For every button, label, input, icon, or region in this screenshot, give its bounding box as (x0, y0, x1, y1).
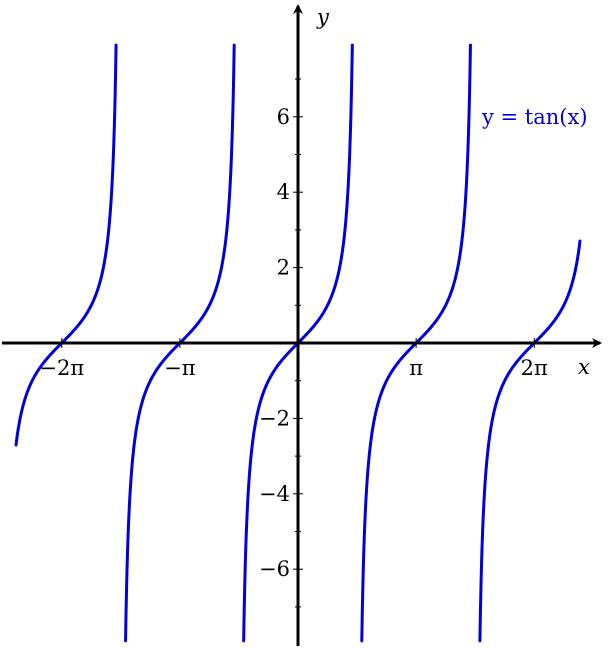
x-tick-label: π (409, 356, 423, 380)
x-tick-label: 2π (521, 356, 548, 380)
tan-branch-line (478, 239, 582, 643)
x-ticks: −2π −π π 2π (39, 338, 548, 380)
y-tick-label: 4 (277, 180, 290, 204)
y-tick-label: −6 (259, 557, 290, 581)
y-axis-label: y (316, 5, 330, 29)
y-ticks: −6 −4 −2 2 4 6 (259, 78, 303, 608)
y-tick-label: −2 (259, 406, 290, 430)
y-tick-label: −4 (259, 482, 290, 506)
y-tick-label: 6 (277, 105, 290, 129)
x-tick-label: −π (164, 356, 196, 380)
tan-branch-line (14, 43, 118, 447)
x-tick-label: −2π (39, 356, 84, 380)
series-label: y = tan(x) (481, 105, 588, 129)
x-axis-label: x (578, 355, 590, 379)
y-tick-label: 2 (277, 256, 290, 280)
